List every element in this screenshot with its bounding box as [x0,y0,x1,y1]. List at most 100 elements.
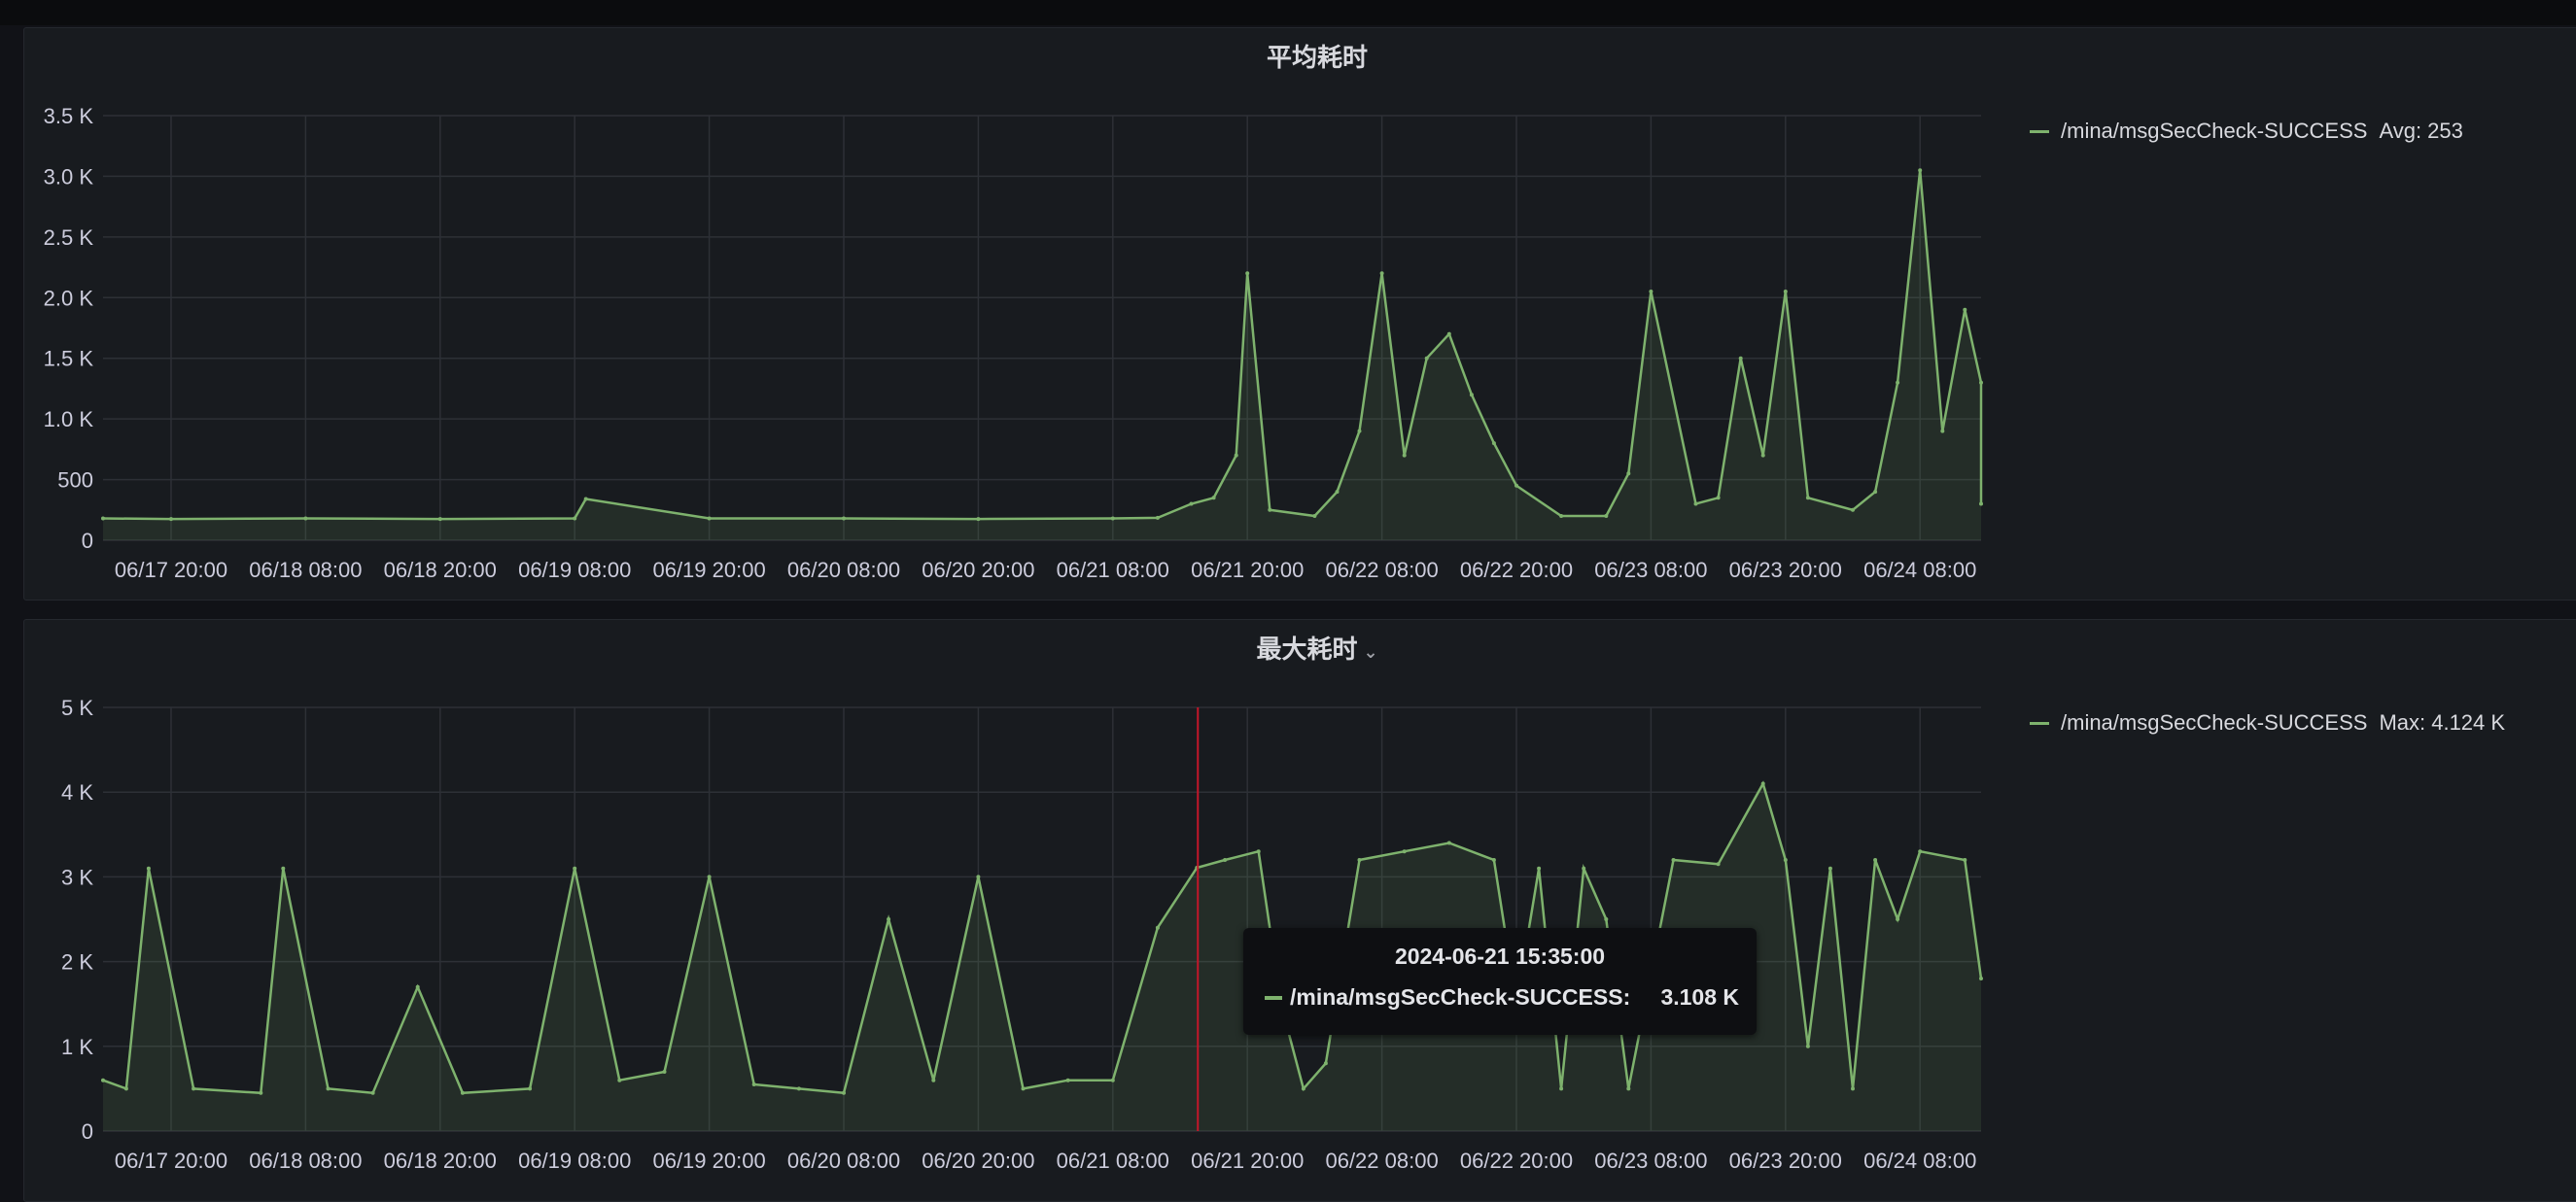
data-point [1626,1086,1631,1091]
x-tick-label: 06/22 20:00 [1460,558,1573,582]
data-point [1979,380,1983,385]
data-point [1301,1086,1305,1091]
data-point [1604,917,1609,921]
data-point [1918,849,1923,854]
x-tick-label: 06/23 08:00 [1594,1149,1707,1173]
x-tick-label: 06/23 20:00 [1729,1149,1842,1173]
panel-max-duration[interactable]: 最大耗时 ⌄ [23,619,2576,1202]
data-point [1155,515,1160,520]
x-tick-label: 06/23 08:00 [1594,558,1707,582]
data-point [1110,516,1115,521]
data-point [1896,380,1900,385]
data-point [751,1082,756,1086]
data-point [1402,849,1407,854]
data-point [1940,429,1945,433]
legend-max[interactable]: /mina/msgSecCheck-SUCCESS Max: 4.124 K [2030,710,2505,736]
data-point [662,1070,667,1074]
chevron-down-icon[interactable]: ⌄ [1363,642,1378,662]
panel-title[interactable]: 最大耗时 ⌄ [1256,635,1378,664]
data-point [1323,1061,1328,1066]
data-point [460,1090,465,1095]
data-point [281,866,286,871]
x-tick-label: 06/17 20:00 [115,558,227,582]
data-point [101,1078,105,1082]
data-point [796,1086,801,1091]
data-point [1851,507,1855,512]
tooltip-time: 2024-06-21 15:35:00 [1394,944,1606,969]
data-point [931,1078,936,1082]
data-point [1896,917,1900,921]
y-tick-label: 1.0 K [44,407,94,431]
data-point [1256,849,1261,854]
x-tick-label: 06/22 08:00 [1325,1149,1438,1173]
x-tick-label: 06/21 08:00 [1057,1149,1169,1173]
data-point [1963,307,1967,312]
x-tick-label: 06/22 08:00 [1325,558,1438,582]
data-point [1979,501,1983,506]
x-tick-label: 06/20 20:00 [922,1149,1034,1173]
data-point [1716,496,1721,500]
x-tick-label: 06/24 08:00 [1863,1149,1976,1173]
x-tick-label: 06/18 08:00 [249,1149,362,1173]
x-tick-label: 06/19 08:00 [518,558,631,582]
data-point [573,866,577,871]
data-point [583,497,588,501]
y-tick-label: 5 K [61,696,93,720]
x-tick-label: 06/18 20:00 [384,558,497,582]
data-point [1604,514,1609,518]
data-point [707,875,712,879]
y-tick-label: 4 K [61,780,93,805]
data-point [1491,441,1496,446]
data-point [1223,858,1228,862]
data-point [1671,858,1676,862]
data-point [1335,490,1340,495]
panel-title[interactable]: 平均耗时 [1266,43,1368,72]
x-tick-label: 06/20 08:00 [787,1149,900,1173]
data-point [1851,1086,1855,1091]
data-point [1446,331,1451,336]
data-point [528,1086,533,1091]
data-point [123,1086,128,1091]
y-tick-label: 1.5 K [44,347,94,371]
data-point [1559,514,1564,518]
data-point [1716,862,1721,867]
panel-avg-duration[interactable]: 平均耗时 [23,27,2576,601]
legend-stat: Avg: 253 [2379,119,2463,143]
y-tick-label: 2.0 K [44,286,94,310]
top-bar [0,0,2576,25]
data-point [1537,866,1542,871]
data-point [1828,866,1832,871]
data-point [146,866,151,871]
legend-series-name[interactable]: /mina/msgSecCheck-SUCCESS [2061,710,2368,735]
data-point [1234,453,1238,458]
chart-avg-duration: 3.5 K 3.0 K 2.5 K 2.0 K 1.5 K 1.0 K 500 0 06/17 … [44,104,1983,582]
data-point [707,516,712,521]
data-point [1918,168,1923,173]
data-point [1873,490,1878,495]
data-point [1760,781,1765,786]
y-tick-label: 3 K [61,865,93,889]
x-tick-label: 06/19 20:00 [652,558,765,582]
data-point [1582,866,1586,871]
data-point [1312,514,1317,518]
y-tick-label: 3.5 K [44,104,94,128]
legend-avg[interactable]: /mina/msgSecCheck-SUCCESS Avg: 253 [2030,119,2463,144]
legend-series-name[interactable]: /mina/msgSecCheck-SUCCESS [2061,119,2368,143]
data-point [1065,1078,1070,1082]
tooltip-series: /mina/msgSecCheck-SUCCESS: [1290,984,1631,1010]
y-tick-label: 0 [82,1119,93,1144]
x-tick-label: 06/20 20:00 [922,558,1034,582]
data-point [1110,1078,1115,1082]
tooltip-row: /mina/msgSecCheck-SUCCESS: 3.108 K [1265,984,1739,1011]
y-tick-label: 2.5 K [44,225,94,250]
data-point [303,516,308,521]
data-point [573,516,577,521]
data-point [1379,271,1384,276]
data-point [1021,1086,1026,1091]
data-point [1649,290,1654,293]
data-point [1245,271,1250,276]
data-point [842,1090,846,1095]
data-point [1805,1044,1810,1048]
data-point [259,1090,263,1095]
